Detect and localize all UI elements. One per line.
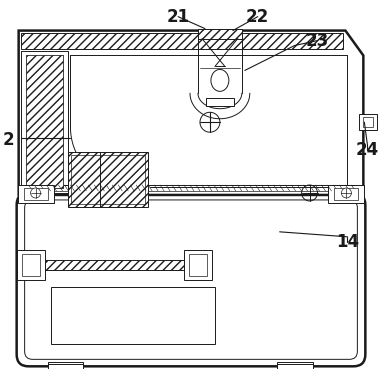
Bar <box>21 33 343 48</box>
Bar <box>24 188 47 200</box>
Bar <box>26 56 63 188</box>
Bar <box>21 51 68 193</box>
Bar <box>335 188 358 200</box>
Polygon shape <box>19 31 363 195</box>
Bar <box>17 250 45 280</box>
Text: 24: 24 <box>356 141 379 159</box>
Text: 2: 2 <box>3 131 15 149</box>
Ellipse shape <box>211 70 229 91</box>
Text: 14: 14 <box>336 233 359 251</box>
Bar <box>68 152 148 207</box>
FancyBboxPatch shape <box>17 193 365 366</box>
Bar <box>50 287 215 344</box>
Text: 21: 21 <box>167 8 189 26</box>
Circle shape <box>31 188 40 198</box>
Text: 22: 22 <box>246 8 269 26</box>
Bar <box>18 185 53 203</box>
Bar <box>26 56 63 188</box>
Bar <box>359 114 377 130</box>
Bar <box>71 155 145 204</box>
Bar <box>329 185 364 203</box>
Circle shape <box>342 188 351 198</box>
Bar <box>363 117 373 127</box>
Bar <box>184 250 212 280</box>
Bar <box>32 260 195 270</box>
Bar <box>189 254 207 276</box>
Bar <box>277 362 312 370</box>
Bar <box>206 98 234 106</box>
Bar <box>22 254 40 276</box>
Bar <box>47 362 83 370</box>
Text: 23: 23 <box>306 31 329 50</box>
Bar <box>198 28 242 38</box>
